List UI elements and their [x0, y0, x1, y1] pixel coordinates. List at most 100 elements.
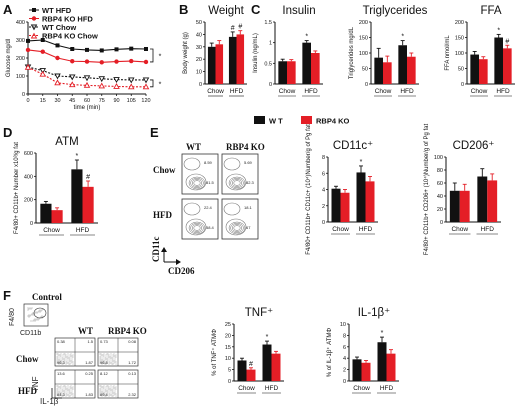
y-tick-label: 1.5 [264, 20, 272, 26]
event-dot [109, 394, 111, 396]
event-dot [68, 361, 70, 363]
event-dot [103, 353, 105, 355]
y-tick-label: 6 [322, 171, 325, 177]
event-dot [105, 358, 107, 360]
flow-e-plot-0: 8.59 81.5 [181, 153, 219, 195]
event-dot [106, 392, 108, 394]
bracket [150, 48, 154, 63]
event-dot [107, 389, 109, 391]
event-dot [109, 362, 111, 364]
significance-mark: # [249, 361, 253, 368]
event-dot [36, 318, 38, 320]
flow-panel-e: WT RBP4 KO Chow HFD 8.59 81.5 5.69 82.3 22.4… [151, 142, 265, 276]
bar-wt-chow [352, 359, 362, 381]
flow-frame [23, 303, 49, 327]
event-dot [69, 356, 71, 358]
series-point [129, 58, 134, 64]
event-dot [114, 361, 116, 363]
flow-e-plot-2: 22.4 58.4 [181, 198, 219, 240]
y-tick-label: 20 [225, 333, 231, 339]
event-dot [100, 359, 102, 361]
flow-e-row-chow: Chow [153, 165, 176, 175]
event-dot [113, 353, 115, 355]
event-dot [101, 359, 103, 361]
event-dot [35, 311, 37, 313]
event-dot [110, 357, 112, 359]
event-dot [101, 395, 103, 397]
event-dot [63, 358, 65, 360]
x-tick-label-chow: Chow [332, 226, 349, 233]
y-axis-label: % of TNF⁺ ATMΦ [211, 329, 218, 376]
event-dot [56, 353, 58, 355]
series-point [142, 83, 150, 90]
x-tick-label-hfd: HFD [304, 88, 318, 95]
event-dot [64, 357, 66, 359]
event-dot [62, 388, 64, 390]
event-dot [106, 353, 108, 355]
event-dot [108, 386, 110, 388]
legend-swatch-wt [254, 116, 265, 124]
flow-f-plot-1: 0.73 0.08 96.8 1.72 [97, 337, 139, 367]
event-dot [110, 389, 112, 391]
event-dot [113, 394, 115, 396]
y-tick-label: 8 [322, 155, 325, 161]
event-dot [101, 363, 103, 365]
series-point [99, 60, 104, 65]
contour [230, 177, 244, 188]
event-dot [103, 362, 105, 364]
event-dot [99, 388, 101, 390]
event-dot [111, 357, 113, 359]
bar-wt-chow [278, 61, 287, 84]
y-tick-label: 200 [16, 56, 25, 62]
event-dot [61, 363, 63, 365]
event-dot [103, 387, 105, 389]
quadrant-value: 1.87 [85, 360, 94, 365]
event-dot [106, 390, 108, 392]
chart-B-title: Weight [208, 5, 244, 17]
y-tick-label: 0 [322, 220, 325, 226]
y-tick-label: 2 [322, 204, 325, 210]
flow-frame [181, 153, 219, 195]
quadrant-value: 5.69 [244, 160, 253, 165]
y-tick-label: 0 [22, 92, 25, 98]
contour [190, 222, 204, 233]
event-dot [105, 386, 107, 388]
event-dot [110, 385, 112, 387]
bar-ko-hfd [82, 186, 94, 223]
series-point [39, 70, 47, 77]
series-point [54, 73, 61, 80]
chart-C2-title: Triglycerides [363, 5, 428, 17]
event-dot [59, 354, 61, 356]
x-tick-label-chow: Chow [375, 88, 392, 95]
event-dot [36, 312, 38, 314]
event-dot [112, 354, 114, 356]
event-dot [72, 354, 74, 356]
chart-cd11c: CD11c⁺ 0 2 4 6 8 F4/80+ CD11b+ CD11c+ (10⁴)Num… [305, 124, 378, 255]
event-dot [32, 314, 34, 316]
quadrant-value: 8.59 [204, 160, 213, 165]
event-dot [107, 353, 109, 355]
series-point [98, 82, 106, 89]
x-tick-label: 105 [127, 98, 136, 104]
y-axis-label: F4/80+ CD11b+ CD206+ (10⁴)Number/g of Pg… [423, 123, 430, 255]
event-dot [112, 392, 114, 394]
bar-wt-hfd [302, 42, 311, 84]
event-dot [70, 355, 72, 357]
event-dot [60, 392, 62, 394]
event-dot [100, 385, 102, 387]
y-tick-label: 300 [16, 38, 25, 44]
event-dot [57, 359, 59, 361]
y-tick-label: 150 [455, 36, 464, 42]
y-tick-label: 4 [322, 188, 325, 194]
series-point [113, 77, 120, 84]
event-dot [110, 355, 112, 357]
x-tick-label-chow: Chow [238, 385, 255, 392]
event-dot [67, 394, 69, 396]
event-dot [106, 385, 108, 387]
contour [231, 224, 242, 232]
quadrant-value: 82.3 [246, 180, 255, 185]
event-dot [114, 393, 116, 395]
contour [191, 224, 202, 232]
event-dot [65, 395, 67, 397]
